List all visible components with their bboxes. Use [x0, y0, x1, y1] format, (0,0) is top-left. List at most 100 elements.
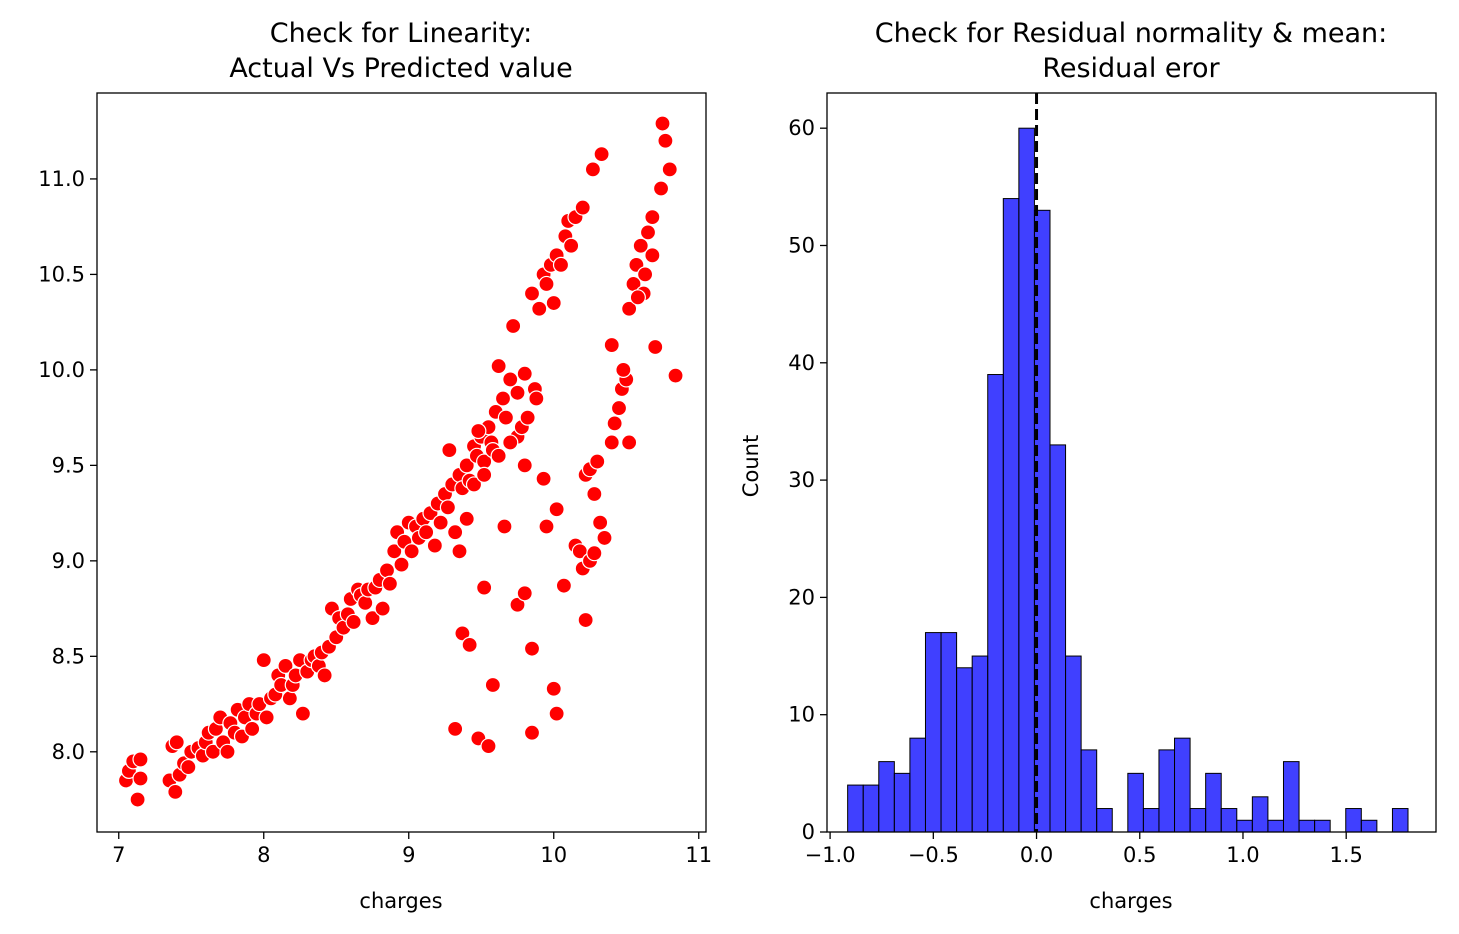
scatter-point — [219, 743, 236, 760]
scatter-point — [657, 132, 674, 149]
scatter-x-tick-label: 10 — [540, 843, 567, 867]
scatter-point — [603, 434, 620, 451]
histogram-bar — [1391, 808, 1409, 833]
histogram-bar — [987, 374, 1004, 833]
histogram-bars — [847, 127, 1409, 833]
histogram-bar — [1158, 749, 1176, 833]
scatter-point — [426, 537, 443, 554]
scatter-point — [509, 384, 526, 401]
histogram-bar — [1142, 808, 1160, 833]
scatter-point — [490, 447, 507, 464]
scatter-panel: Check for Linearity: Actual Vs Predicted… — [38, 18, 712, 913]
histogram-bar — [1080, 749, 1098, 833]
scatter-point — [644, 209, 661, 226]
scatter-point — [451, 543, 468, 560]
histogram-x-axis-label: charges — [1089, 889, 1172, 913]
histogram-bar — [893, 772, 911, 833]
scatter-point — [180, 758, 197, 776]
scatter-y-tick-label: 10.0 — [38, 358, 85, 382]
scatter-point — [603, 336, 620, 354]
scatter-y-tick-label: 8.0 — [52, 740, 85, 764]
histogram-bar — [1345, 808, 1362, 833]
scatter-point — [480, 737, 497, 755]
histogram-bar — [924, 632, 942, 833]
scatter-plot-frame — [96, 92, 707, 833]
scatter-point — [277, 657, 294, 674]
scatter-point — [632, 237, 649, 254]
scatter-point — [636, 266, 654, 283]
histogram-bar — [878, 761, 895, 833]
scatter-point — [621, 300, 638, 317]
scatter-point — [592, 514, 609, 531]
scatter-point — [497, 409, 514, 426]
histogram-y-tick-label: 0 — [802, 820, 815, 844]
histogram-bar — [1298, 819, 1316, 833]
histogram-y-tick-label: 40 — [788, 351, 815, 375]
scatter-point — [132, 770, 149, 787]
scatter-x-axis: 7 8 9 10 11 — [112, 832, 712, 867]
scatter-point — [505, 317, 522, 335]
scatter-point — [548, 501, 565, 518]
scatter-point — [523, 724, 541, 741]
histogram-bar — [1251, 796, 1269, 833]
scatter-point — [258, 709, 275, 726]
scatter-point — [502, 434, 519, 451]
scatter-point — [586, 545, 603, 562]
scatter-point — [606, 415, 623, 432]
scatter-point — [374, 600, 391, 617]
scatter-point — [458, 457, 475, 474]
histogram-title-line-1: Check for Residual normality & mean: — [875, 18, 1388, 49]
scatter-point — [458, 510, 475, 527]
scatter-point — [516, 365, 533, 382]
histogram-bar — [1220, 808, 1238, 833]
scatter-point — [381, 575, 398, 592]
scatter-point — [502, 371, 519, 388]
scatter-point — [615, 361, 632, 378]
scatter-point — [545, 680, 562, 697]
scatter-point — [393, 556, 410, 573]
scatter-point — [523, 285, 541, 302]
scatter-point — [654, 115, 671, 132]
scatter-point — [476, 579, 493, 596]
scatter-point — [519, 409, 536, 426]
scatter-point — [447, 524, 464, 541]
histogram-y-tick-label: 10 — [788, 703, 815, 727]
histogram-bar — [862, 784, 880, 833]
histogram-y-tick-label: 60 — [788, 116, 815, 140]
scatter-point — [629, 289, 646, 306]
scatter-point — [470, 422, 487, 440]
histogram-x-tick-label: −0.5 — [908, 843, 959, 867]
scatter-point — [667, 367, 684, 384]
scatter-point — [441, 441, 458, 459]
scatter-point — [294, 705, 311, 722]
scatter-point — [538, 275, 555, 293]
scatter-point — [647, 338, 664, 356]
scatter-point — [621, 434, 638, 451]
histogram-bar — [1314, 819, 1331, 833]
scatter-x-tick-label: 7 — [112, 843, 125, 867]
scatter-point — [528, 390, 545, 407]
histogram-bar — [1002, 198, 1020, 833]
scatter-point — [403, 543, 420, 560]
histogram-bar — [1127, 772, 1144, 833]
scatter-title-line-1: Check for Linearity: — [270, 18, 532, 49]
scatter-point — [610, 399, 628, 417]
scatter-y-tick-label: 8.5 — [52, 644, 85, 668]
scatter-point — [494, 390, 512, 407]
scatter-point — [535, 470, 552, 487]
histogram-x-axis: −1.0 −0.5 0.0 0.5 1.0 1.5 — [805, 832, 1363, 867]
scatter-point — [496, 518, 513, 535]
histogram-bar — [1267, 819, 1284, 833]
scatter-point — [364, 610, 381, 627]
histogram-x-tick-label: 1.0 — [1226, 843, 1259, 867]
scatter-point — [596, 529, 613, 547]
scatter-y-axis: 8.0 8.5 9.0 9.5 10.0 10.5 11.0 — [38, 167, 97, 764]
scatter-y-tick-label: 11.0 — [38, 167, 85, 191]
scatter-point — [386, 543, 403, 560]
histogram-bar — [847, 784, 864, 833]
scatter-point — [531, 300, 548, 317]
scatter-point — [523, 640, 541, 657]
scatter-point — [132, 751, 149, 768]
scatter-point — [476, 466, 493, 484]
